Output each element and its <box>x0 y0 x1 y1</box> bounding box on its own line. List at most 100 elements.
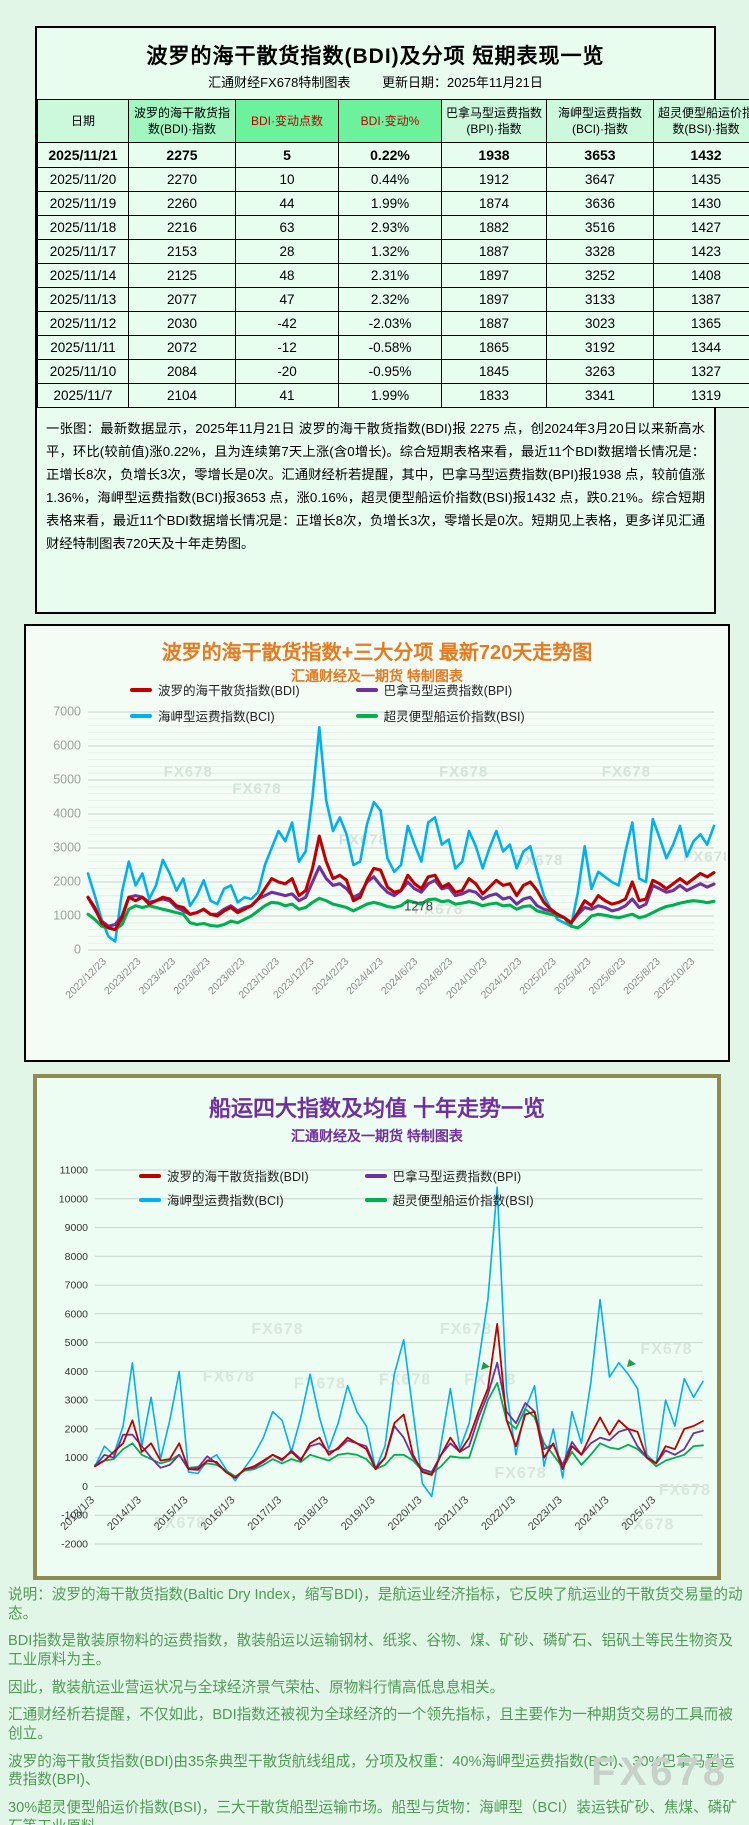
legend-label: 波罗的海干散货指数(BDI) <box>158 684 300 698</box>
svg-text:2022/1/3: 2022/1/3 <box>479 1494 518 1533</box>
svg-text:-1000: -1000 <box>61 1510 88 1522</box>
cell: 1365 <box>653 311 749 337</box>
svg-text:5000: 5000 <box>65 1337 89 1349</box>
svg-text:2025/4/23: 2025/4/23 <box>552 956 594 998</box>
cell: 0.44% <box>338 167 442 193</box>
svg-text:FX678: FX678 <box>414 901 463 918</box>
chart-720d-panel: 波罗的海干散货指数+三大分项 最新720天走势图 汇通财经及一期货 特制图表 波… <box>24 624 730 1062</box>
cell: 2025/11/20 <box>37 167 129 193</box>
legend-swatch <box>130 687 152 692</box>
bdi-table-panel: 波罗的海干散货指数(BDI)及分项 短期表现一览 汇通财经FX678特制图表 更… <box>35 26 749 614</box>
cell: 2025/11/21 <box>37 142 129 169</box>
svg-text:2016/1/3: 2016/1/3 <box>199 1494 238 1533</box>
svg-text:FX678: FX678 <box>439 764 488 781</box>
svg-text:7000: 7000 <box>53 705 81 719</box>
cell: 3192 <box>546 335 654 361</box>
legend-swatch <box>355 687 378 692</box>
footer-notes: 说明：波罗的海干散货指数(Baltic Dry Index，缩写BDI)，是航运… <box>0 1586 749 1825</box>
cell: 2025/11/12 <box>37 311 129 337</box>
svg-text:2023/6/23: 2023/6/23 <box>171 956 213 998</box>
cell: 1887 <box>441 239 547 265</box>
svg-text:FX678: FX678 <box>379 1371 431 1388</box>
footer-line: 汇通财经析若提醒，不仅如此，BDI指数还被视为全球经济的一个领先指标，且主要作为… <box>8 1707 733 1743</box>
col-header-bci: 海岬型运费指数(BCI)·指数 <box>546 98 654 144</box>
table-summary: 一张图：最新数据显示，2025年11月21日 波罗的海干散货指数(BDI)报 2… <box>46 421 705 551</box>
fx678-watermark: FX678 <box>591 1750 729 1794</box>
legend-item: 巴拿马型运费指数(BPI) <box>355 680 525 699</box>
legend-swatch <box>139 1197 161 1202</box>
cell: 2216 <box>128 215 236 241</box>
table-source: 汇通财经FX678特制图表 <box>208 75 351 90</box>
bdi-table: 日期 波罗的海干散货指数(BDI)·指数 BDI·变动点数 BDI·变动% 巴拿… <box>37 98 749 409</box>
svg-text:2024/4/23: 2024/4/23 <box>344 956 386 998</box>
cell: 2125 <box>128 263 236 289</box>
svg-text:2000: 2000 <box>65 1423 89 1435</box>
legend-item: 波罗的海干散货指数(BDI) <box>130 680 300 699</box>
table-row: 2025/11/18 2216 63 2.93% 1882 3516 1427 <box>37 215 749 241</box>
svg-text:2023/4/23: 2023/4/23 <box>137 956 179 998</box>
svg-text:FX678: FX678 <box>154 1515 206 1532</box>
table-row: 2025/11/7 2104 41 1.99% 1833 3341 1319 <box>37 383 749 409</box>
svg-text:2021/1/3: 2021/1/3 <box>432 1494 471 1533</box>
cell: 3133 <box>546 287 654 313</box>
table-update-date: 更新日期：2025年11月21日 <box>382 75 543 90</box>
cell: 2153 <box>128 239 236 265</box>
svg-text:2022/12/23: 2022/12/23 <box>63 956 109 1002</box>
cell: 2025/11/7 <box>37 383 129 409</box>
legend-swatch <box>139 1173 161 1178</box>
table-row: 2025/11/21 2275 5 0.22% 1938 3653 1432 <box>37 142 749 169</box>
table-header: 日期 波罗的海干散货指数(BDI)·指数 BDI·变动点数 BDI·变动% 巴拿… <box>37 98 749 144</box>
cell: 3636 <box>546 191 654 217</box>
cell: 5 <box>235 142 339 169</box>
cell: 2260 <box>128 191 236 217</box>
col-header-bpi: 巴拿马型运费指数(BPI)·指数 <box>441 98 547 144</box>
cell: 1897 <box>441 287 547 313</box>
legend-swatch <box>364 1173 387 1178</box>
chart-720d-legend: 波罗的海干散货指数(BDI) 巴拿马型运费指数(BPI) 海岬型运费指数(BCI) 超… <box>130 680 525 725</box>
chart-720d-title: 波罗的海干散货指数+三大分项 最新720天走势图 <box>161 642 593 664</box>
cell: 1912 <box>441 167 547 193</box>
chart-720d-plot: 0 1000 2000 3000 4000 5000 6000 7000 FX678 FX678 F… <box>53 705 726 1002</box>
svg-text:2020/1/3: 2020/1/3 <box>386 1494 425 1533</box>
cell: 1.99% <box>338 191 442 217</box>
cell: -0.58% <box>338 335 442 361</box>
chart-720d-subtitle: 汇通财经及一期货 特制图表 <box>291 668 463 684</box>
cell: 1874 <box>441 191 547 217</box>
cell: 2270 <box>128 167 236 193</box>
cell: 28 <box>235 239 339 265</box>
cell: 1882 <box>441 215 547 241</box>
svg-text:2025/2/23: 2025/2/23 <box>517 956 559 998</box>
legend-label: 超灵便型船运价指数(BSI) <box>392 1194 534 1208</box>
cell: 63 <box>235 215 339 241</box>
legend-item: 波罗的海干散货指数(BDI) <box>139 1166 309 1185</box>
chart-10y-panel: 船运四大指数及均值 十年走势一览 汇通财经及一期货 特制图表 波罗的海干散货指数… <box>33 1074 721 1580</box>
col-header-bdi-change-pct: BDI·变动% <box>338 98 442 144</box>
svg-text:9000: 9000 <box>65 1222 89 1234</box>
svg-text:6000: 6000 <box>53 739 81 753</box>
cell: 1.99% <box>338 383 442 409</box>
svg-text:FX678: FX678 <box>440 1321 492 1338</box>
table-row: 2025/11/20 2270 10 0.44% 1912 3647 1435 <box>37 167 749 193</box>
svg-text:FX678: FX678 <box>294 1376 346 1393</box>
svg-text:5000: 5000 <box>53 773 81 787</box>
cell: 1387 <box>653 287 749 313</box>
cell: -2.03% <box>338 311 442 337</box>
svg-text:10000: 10000 <box>59 1193 88 1205</box>
svg-text:-2000: -2000 <box>61 1539 88 1551</box>
cell: 3341 <box>546 383 654 409</box>
table-row: 2025/11/11 2072 -12 -0.58% 1865 3192 1344 <box>37 335 749 361</box>
legend-item: 海岬型运费指数(BCI) <box>130 706 300 725</box>
svg-text:2024/2/23: 2024/2/23 <box>310 956 352 998</box>
legend-item: 超灵便型船运价指数(BSI) <box>364 1190 534 1209</box>
footer-line: 30%超灵便型船运价指数(BSI)，三大干散货船型运输市场。船型与货物：海岬型（… <box>8 1800 737 1825</box>
svg-text:FX678: FX678 <box>164 764 213 781</box>
cell: 1423 <box>653 239 749 265</box>
table-body: 2025/11/21 2275 5 0.22% 1938 3653 1432 2025/11/… <box>37 142 749 409</box>
legend-label: 巴拿马型运费指数(BPI) <box>392 1170 522 1184</box>
cell: 2030 <box>128 311 236 337</box>
svg-text:FX678: FX678 <box>495 1465 547 1482</box>
svg-text:2025/6/23: 2025/6/23 <box>587 956 629 998</box>
svg-text:FX678: FX678 <box>602 764 651 781</box>
cell: 2104 <box>128 383 236 409</box>
